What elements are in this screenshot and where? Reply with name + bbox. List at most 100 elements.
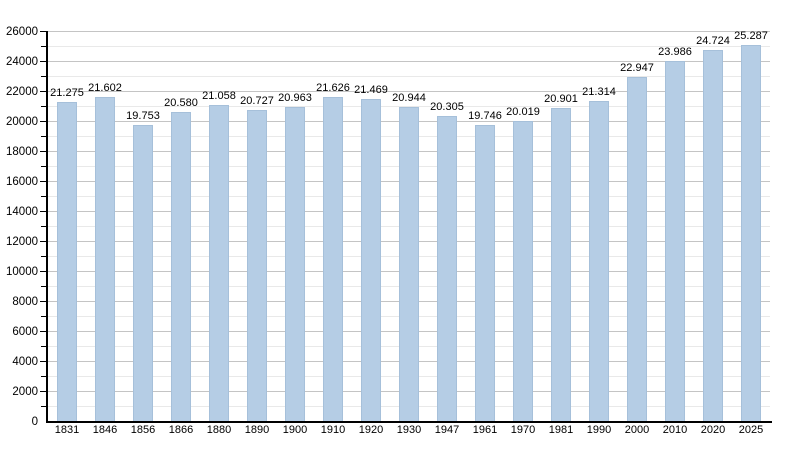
- bar-slot: 20.305: [428, 31, 466, 421]
- bar-series: 21.275 21.602 19.753 20.580 21.058 20.727 20.9…: [48, 31, 770, 421]
- bar-slot: 21.469: [352, 31, 390, 421]
- bar-value-label: 19.746: [468, 109, 502, 122]
- bar-slot: 25.287: [732, 31, 770, 421]
- major-gridline: [48, 91, 770, 92]
- y-tick: [41, 76, 46, 77]
- y-tick: [41, 136, 46, 137]
- y-tick: [41, 406, 46, 407]
- bar-value-label: 21.058: [202, 90, 236, 103]
- major-gridline: [48, 31, 770, 32]
- x-tick-label: 1961: [472, 424, 498, 436]
- y-tick: [41, 196, 46, 197]
- x-tick-label: 1981: [548, 424, 574, 436]
- y-tick: [40, 301, 46, 302]
- bar-value-label: 21.314: [582, 86, 616, 99]
- x-tick-label: 1880: [206, 424, 232, 436]
- x-tick-label: 2010: [662, 424, 688, 436]
- x-tick-label: 1910: [320, 424, 346, 436]
- bar-value-label: 24.724: [696, 35, 730, 48]
- bar-slot: 21.602: [86, 31, 124, 421]
- x-tick-label: 1846: [92, 424, 118, 436]
- x-tick-label: 1970: [510, 424, 536, 436]
- y-tick: [40, 121, 46, 122]
- bar-value-label: 20.727: [240, 95, 274, 108]
- y-tick-label: 6000: [12, 325, 38, 338]
- y-tick: [40, 331, 46, 332]
- x-tick-label: 2020: [700, 424, 726, 436]
- y-axis-line: [46, 31, 48, 421]
- bar: [209, 105, 229, 421]
- x-tick-label: 2025: [738, 424, 764, 436]
- x-tick-label: 1920: [358, 424, 384, 436]
- bar-value-label: 21.602: [88, 82, 122, 94]
- bar-slot: 19.746: [466, 31, 504, 421]
- y-tick-label: 10000: [6, 265, 38, 278]
- y-tick: [41, 316, 46, 317]
- y-tick: [40, 361, 46, 362]
- x-tick-label: 1930: [396, 424, 422, 436]
- bar: [171, 112, 191, 421]
- bar-slot: 23.986: [656, 31, 694, 421]
- bar: [703, 50, 723, 421]
- bar-slot: 19.753: [124, 31, 162, 421]
- bar-value-label: 20.901: [544, 92, 578, 105]
- bar: [361, 99, 381, 421]
- bar-slot: 24.724: [694, 31, 732, 421]
- bar-value-label: 19.753: [126, 109, 160, 122]
- y-tick: [41, 346, 46, 347]
- y-tick-label: 20000: [6, 115, 38, 128]
- y-tick: [40, 91, 46, 92]
- y-tick: [40, 241, 46, 242]
- bar-value-label: 20.019: [506, 105, 540, 118]
- bar-slot: 21.058: [200, 31, 238, 421]
- y-tick-label: 8000: [12, 295, 38, 308]
- bar-value-label: 20.580: [164, 97, 198, 110]
- y-tick: [40, 151, 46, 152]
- bar-slot: 20.580: [162, 31, 200, 421]
- y-tick-label: 12000: [6, 235, 38, 248]
- bar-slot: 22.947: [618, 31, 656, 421]
- x-tick-label: 1831: [54, 424, 80, 436]
- bar-slot: 20.944: [390, 31, 428, 421]
- bar-value-label: 25.287: [734, 30, 768, 42]
- x-tick-label: 1856: [130, 424, 156, 436]
- x-tick-label: 1900: [282, 424, 308, 436]
- bar-value-label: 21.275: [50, 86, 84, 99]
- y-tick: [40, 391, 46, 392]
- y-tick-label: 18000: [6, 145, 38, 158]
- bar-value-label: 21.469: [354, 84, 388, 96]
- y-tick: [41, 286, 46, 287]
- plot-area: 0 2000 4000 6000 8000 10000 12000 14000 16000 180…: [6, 26, 772, 427]
- y-tick: [40, 61, 46, 62]
- bar-value-label: 20.944: [392, 91, 426, 104]
- y-tick: [40, 271, 46, 272]
- y-tick: [41, 46, 46, 47]
- bar-slot: 20.727: [238, 31, 276, 421]
- bar: [285, 106, 305, 421]
- y-tick-label: 22000: [6, 85, 38, 98]
- bar: [551, 107, 571, 421]
- bar: [399, 106, 419, 421]
- x-axis-line: [46, 421, 772, 423]
- bar: [95, 97, 115, 421]
- bar: [665, 61, 685, 421]
- bar-slot: 21.275: [48, 31, 86, 421]
- bar: [247, 110, 267, 421]
- bar: [513, 120, 533, 421]
- x-tick-label: 1866: [168, 424, 194, 436]
- y-tick-label: 0: [31, 415, 38, 428]
- bar-slot: 21.626: [314, 31, 352, 421]
- x-tick-label: 1890: [244, 424, 270, 436]
- y-tick: [41, 106, 46, 107]
- bar: [475, 124, 495, 421]
- x-tick-label: 2000: [624, 424, 650, 436]
- minor-gridline: [48, 46, 770, 47]
- y-tick-label: 4000: [12, 355, 38, 368]
- bar: [57, 101, 77, 421]
- y-tick: [40, 211, 46, 212]
- y-tick: [41, 226, 46, 227]
- bar: [133, 124, 153, 421]
- bar: [741, 45, 761, 421]
- bar-value-label: 20.963: [278, 91, 312, 104]
